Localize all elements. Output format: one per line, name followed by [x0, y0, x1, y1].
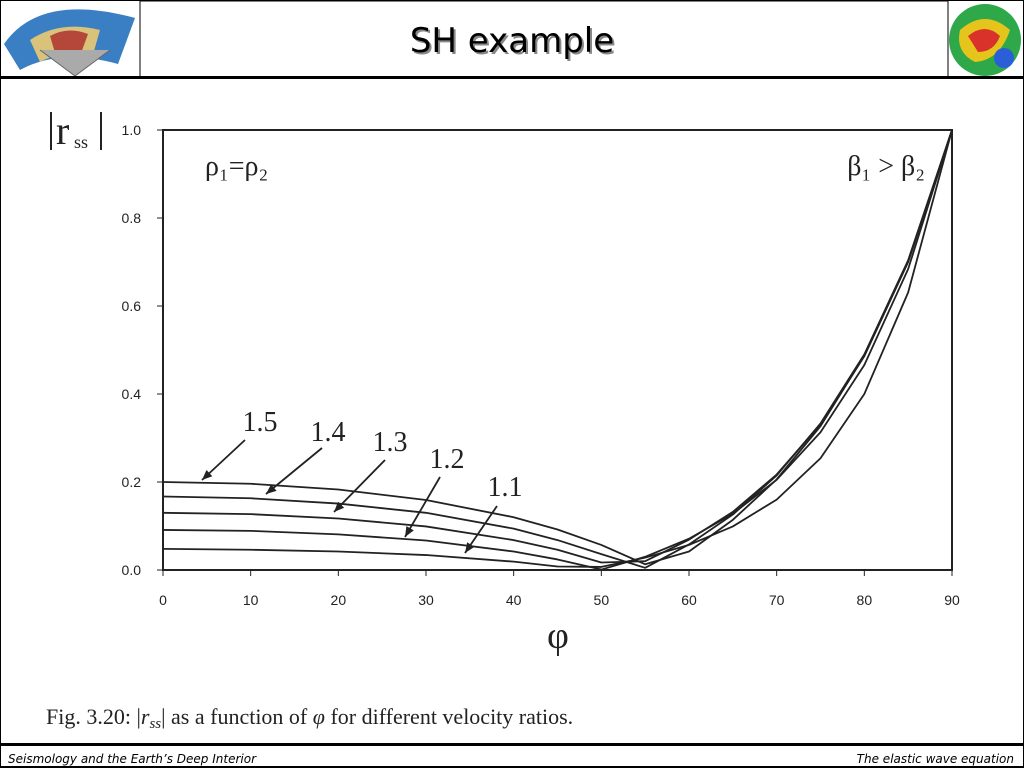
- series-label: 1.5: [243, 407, 278, 438]
- caption-part: ss: [149, 716, 161, 732]
- y-tick-label: 0.6: [122, 298, 142, 314]
- y-axis-label: r ss: [50, 108, 102, 153]
- x-tick-label: 40: [506, 592, 522, 608]
- label-arrowhead: [202, 469, 213, 480]
- x-tick-label: 10: [243, 592, 259, 608]
- footer-left: Seismology and the Earth’s Deep Interior: [8, 752, 257, 766]
- label-arrowhead: [334, 501, 345, 512]
- y-tick-label: 1.0: [122, 122, 142, 138]
- x-tick-label: 60: [681, 592, 697, 608]
- footer-right: The elastic wave equation: [857, 752, 1014, 766]
- label-arrow: [333, 459, 386, 513]
- caption-part: | as a function of: [161, 704, 313, 729]
- left-logo: [4, 9, 135, 77]
- label-arrowhead: [465, 542, 475, 553]
- y-tick-label: 0.0: [122, 562, 142, 578]
- x-tick-label: 30: [418, 592, 434, 608]
- y-label-base: r: [56, 108, 69, 153]
- annotation: ρ₁=ρ₂: [205, 151, 268, 182]
- caption: Fig. 3.20: |rss| as a function of φ for …: [46, 704, 573, 732]
- series-line: [162, 129, 953, 568]
- series-label: 1.4: [311, 417, 346, 448]
- y-tick-label: 0.8: [122, 210, 142, 226]
- right-logo: [949, 4, 1021, 76]
- header-box: [139, 0, 949, 78]
- title-shadow: SH example: [412, 23, 616, 63]
- x-tick-label: 90: [944, 592, 960, 608]
- label-arrowhead: [266, 484, 277, 494]
- label-arrow: [265, 447, 323, 495]
- plot-frame: [162, 129, 953, 571]
- caption-part: r: [141, 704, 150, 729]
- x-tick-label: 20: [331, 592, 347, 608]
- x-tick-label: 0: [159, 592, 167, 608]
- x-tick-label: 50: [594, 592, 610, 608]
- x-axis-label: φ: [547, 615, 569, 657]
- series-label: 1.1: [488, 472, 523, 503]
- label-arrowhead: [405, 526, 414, 537]
- x-tick-label: 80: [857, 592, 873, 608]
- header-rule: [0, 76, 1024, 79]
- series-label: 1.2: [430, 444, 465, 475]
- annotation: β₁ > β₂: [847, 151, 925, 182]
- slide-title: SH example: [410, 21, 614, 61]
- x-tick-label: 70: [769, 592, 785, 608]
- y-label-sub: ss: [74, 132, 88, 152]
- label-arrow: [404, 476, 441, 538]
- y-tick-label: 0.2: [122, 474, 142, 490]
- footer-rule: [0, 743, 1024, 746]
- series-line: [162, 129, 953, 564]
- caption-part: Fig. 3.20: |: [46, 704, 141, 729]
- caption-part: φ: [313, 704, 325, 729]
- series-label: 1.3: [373, 427, 408, 458]
- y-tick-label: 0.4: [122, 386, 142, 402]
- caption-part: for different velocity ratios.: [325, 704, 573, 729]
